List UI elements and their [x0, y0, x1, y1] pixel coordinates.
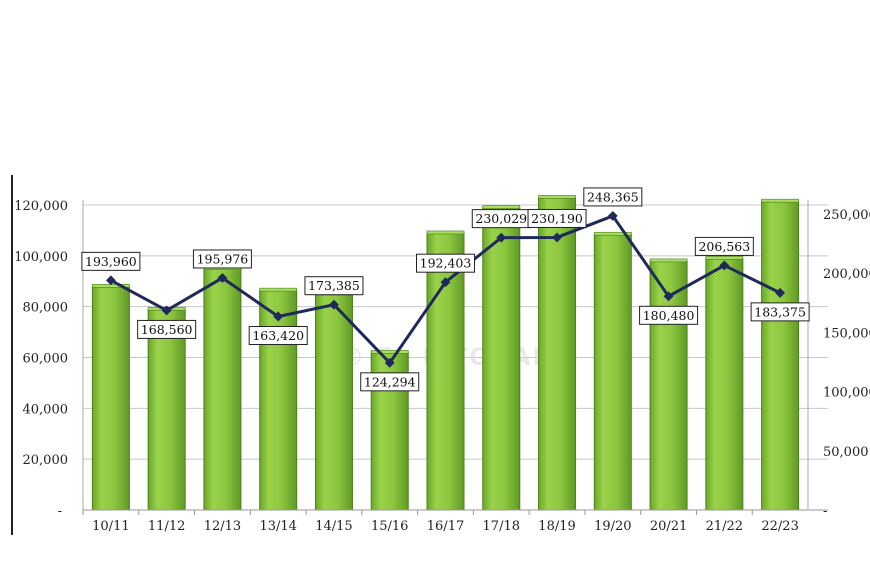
- data-label-box: [137, 319, 197, 339]
- x-tick-label: 15/16: [371, 519, 408, 534]
- bar-top: [259, 287, 297, 292]
- y-right-tick-label: 200,000: [823, 267, 870, 282]
- bar: [259, 289, 298, 511]
- data-label-box: [639, 305, 699, 325]
- bar: [761, 200, 800, 511]
- bar: [91, 285, 130, 511]
- data-label-box: [360, 372, 420, 392]
- bar: [147, 308, 186, 511]
- bar-top: [705, 256, 744, 260]
- data-label: 248,365: [587, 189, 639, 204]
- x-tick-label: 13/14: [259, 519, 296, 534]
- data-labels: 193,960 168,560 195,976 163,420 173,385 124,2…: [81, 187, 810, 392]
- data-label: 193,960: [85, 254, 137, 269]
- y-left-tick-label: -: [58, 504, 62, 519]
- bar-top: [594, 231, 632, 236]
- axes: - 20,000 40,000 60,000 80,000 100,000 120,000 -…: [14, 199, 870, 534]
- line-marker: [329, 299, 339, 310]
- data-label-box: [248, 326, 308, 346]
- x-tick-label: 14/15: [315, 519, 352, 534]
- line-marker: [440, 277, 451, 288]
- bar-top: [370, 350, 409, 354]
- bar-top: [761, 198, 799, 203]
- bar: [593, 233, 632, 511]
- data-label: 183,375: [754, 304, 806, 319]
- bar-top: [426, 230, 465, 235]
- x-tick-label: 11/12: [148, 519, 185, 534]
- y-right-tick-label: 150,000: [823, 326, 870, 341]
- bar-top: [649, 258, 688, 263]
- x-tick-label: 10/11: [92, 519, 129, 534]
- line-marker: [161, 305, 172, 316]
- y-left-tick-label: 80,000: [23, 301, 69, 316]
- bar: [705, 257, 744, 511]
- data-label-box: [583, 187, 643, 207]
- y-left-tick-label: 120,000: [14, 199, 68, 214]
- x-tick-label: 19/20: [594, 519, 631, 534]
- data-label-box: [416, 253, 475, 273]
- data-label: 195,976: [197, 251, 249, 266]
- data-label: 180,480: [643, 308, 695, 323]
- y-right-tick-label: 50,000: [823, 445, 869, 460]
- bar: [314, 293, 353, 511]
- line-marker: [273, 311, 284, 322]
- data-label: 192,403: [420, 256, 472, 271]
- bar: [482, 207, 521, 511]
- line-marker: [607, 210, 618, 221]
- y-left-tick-label: 40,000: [23, 402, 69, 417]
- bar: [649, 260, 688, 511]
- data-label-box: [192, 249, 252, 269]
- bar: [538, 196, 577, 511]
- data-label: 230,029: [475, 211, 527, 226]
- bar-top: [538, 195, 576, 199]
- x-tick-label: 12/13: [204, 519, 241, 534]
- y-left-tick-label: 100,000: [14, 250, 68, 265]
- line-marker: [775, 287, 786, 298]
- line-marker: [496, 232, 507, 243]
- data-label-box: [750, 302, 810, 322]
- line-marker: [384, 357, 395, 368]
- data-label-box: [304, 276, 364, 296]
- bar-top: [482, 205, 521, 209]
- data-label: 206,563: [698, 239, 750, 254]
- bar: [203, 268, 242, 511]
- bar-series: [91, 195, 800, 511]
- y-left-tick-label: 20,000: [23, 453, 69, 468]
- y-right-tick-label: 250,000: [823, 208, 870, 223]
- y-left-tick-label: 60,000: [23, 352, 69, 367]
- data-label-box: [81, 251, 141, 271]
- data-label-box: [527, 208, 587, 228]
- line-marker: [552, 232, 562, 243]
- x-tick-label: 16/17: [427, 519, 464, 534]
- line-marker: [719, 260, 730, 271]
- y-right-tick-label: 100,000: [823, 386, 870, 401]
- line-marker: [217, 273, 228, 283]
- data-label: 168,560: [141, 322, 193, 337]
- line-series: [105, 210, 786, 368]
- y-right-tick-label: -: [823, 504, 827, 519]
- x-tick-label: 17/18: [483, 519, 520, 534]
- data-label: 173,385: [308, 278, 360, 293]
- data-label: 124,294: [364, 374, 416, 389]
- x-tick-label: 22/23: [761, 519, 798, 534]
- data-label-box: [694, 236, 754, 256]
- x-tick-label: 18/19: [538, 519, 575, 534]
- x-tick-label: 21/22: [706, 519, 743, 534]
- line-marker: [663, 291, 674, 302]
- data-label: 230,190: [531, 211, 583, 226]
- bar: [426, 232, 465, 511]
- x-tick-label: 20/21: [650, 519, 687, 534]
- data-label: 163,420: [252, 328, 304, 343]
